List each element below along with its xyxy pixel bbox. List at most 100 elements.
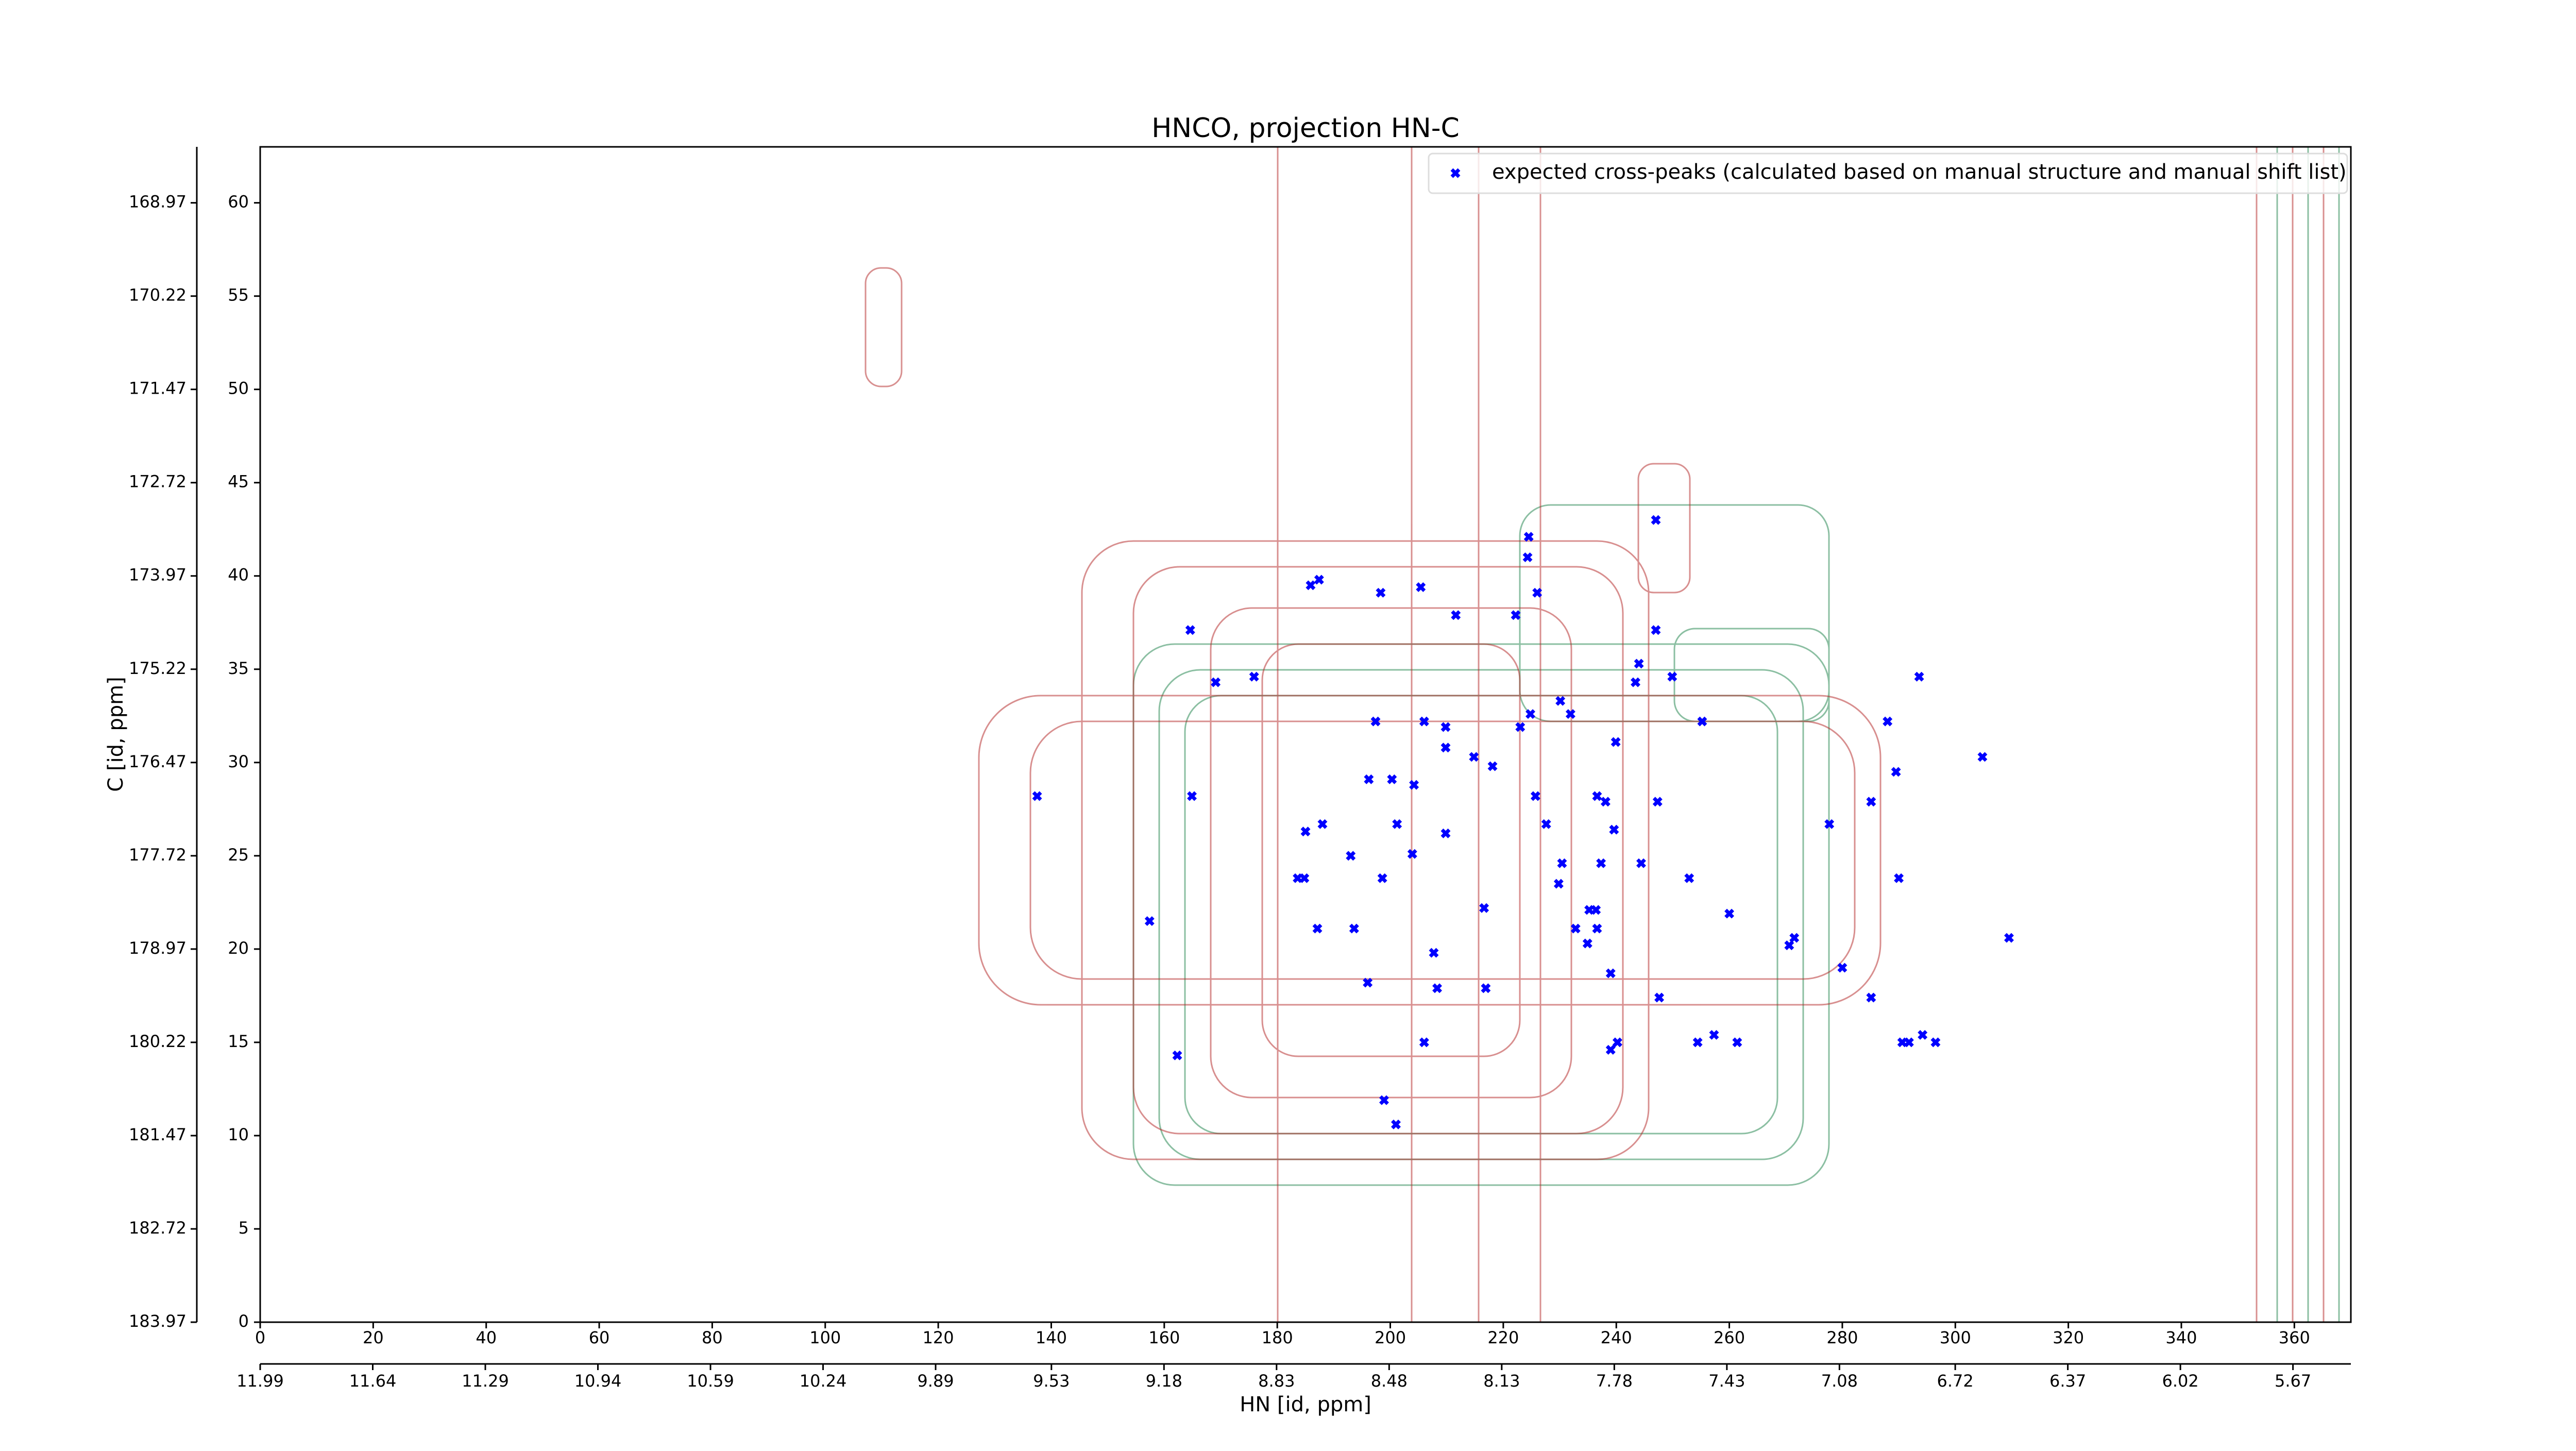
cross-peak — [1416, 582, 1426, 592]
x2-tick-label: 8.13 — [1483, 1371, 1520, 1391]
x-tick-label: 120 — [923, 1328, 954, 1347]
cross-peak — [1487, 761, 1498, 771]
y2-tick-label: 170.22 — [129, 285, 187, 305]
cross-peak — [1314, 575, 1324, 585]
cross-peak — [1692, 1037, 1703, 1048]
cross-peak — [1346, 851, 1356, 861]
x-tick-label: 340 — [2165, 1328, 2197, 1347]
legend-marker — [1450, 168, 1461, 178]
y2-tick-label: 168.97 — [129, 192, 187, 212]
chart-title: HNCO, projection HN-C — [1151, 113, 1460, 144]
cross-peak — [1557, 858, 1567, 868]
cross-peak — [1553, 879, 1564, 889]
cross-peak — [1684, 873, 1694, 883]
cross-peak — [1376, 587, 1386, 598]
cross-peak — [1370, 716, 1381, 727]
cross-peak — [1824, 819, 1835, 829]
cross-peak — [1541, 819, 1551, 829]
y-tick-label: 20 — [228, 938, 249, 958]
cross-peak — [1582, 938, 1592, 949]
cross-peak — [1904, 1037, 1914, 1048]
x-tick-label: 60 — [589, 1328, 610, 1347]
cross-peak — [1144, 916, 1155, 926]
x-tick-label: 140 — [1036, 1328, 1067, 1347]
y2-tick-label: 177.72 — [129, 845, 187, 865]
y2-tick-label: 175.22 — [129, 659, 187, 678]
cross-peak — [1930, 1037, 1941, 1048]
cross-peak — [1532, 587, 1543, 598]
cross-peak — [1652, 797, 1663, 807]
cross-peak — [1363, 977, 1373, 988]
cross-peak — [1440, 743, 1451, 753]
x-tick-label: 0 — [255, 1328, 265, 1347]
cross-peak — [1651, 625, 1661, 635]
x2-tick-label: 6.02 — [2162, 1371, 2198, 1391]
x-tick-label: 180 — [1262, 1328, 1293, 1347]
x-tick-label: 320 — [2053, 1328, 2084, 1347]
cross-peak — [1784, 940, 1794, 951]
cross-peak — [1300, 826, 1311, 837]
cross-peak — [1592, 923, 1602, 934]
x2-tick-label: 9.18 — [1146, 1371, 1182, 1391]
cross-peak — [1185, 625, 1195, 635]
cross-peak — [1469, 752, 1479, 762]
x2-tick-label: 11.29 — [462, 1371, 509, 1391]
y2-tick-label: 171.47 — [129, 379, 187, 398]
cross-peak — [1667, 671, 1677, 682]
cross-peak — [1515, 722, 1526, 732]
x-tick-label: 200 — [1375, 1328, 1406, 1347]
x2-tick-label: 11.99 — [236, 1371, 284, 1391]
x-tick-label: 80 — [702, 1328, 723, 1347]
cross-peak — [1407, 849, 1417, 859]
y2-tick-label: 173.97 — [129, 565, 187, 585]
x-tick-label: 100 — [809, 1328, 841, 1347]
cross-peak — [1709, 1030, 1719, 1040]
y-tick-label: 10 — [228, 1125, 249, 1144]
cross-peak — [1732, 1037, 1742, 1048]
y2-tick-label: 176.47 — [129, 752, 187, 771]
x-tick-label: 280 — [1826, 1328, 1858, 1347]
y-tick-label: 55 — [228, 285, 249, 305]
cross-peak — [1349, 923, 1359, 934]
cross-peak — [1440, 828, 1451, 838]
x-tick-label: 20 — [363, 1328, 384, 1347]
x2-tick-label: 11.64 — [349, 1371, 397, 1391]
x2-tick-label: 10.24 — [800, 1371, 847, 1391]
cross-peak — [1419, 1037, 1429, 1048]
cross-peak — [1526, 709, 1535, 719]
y-tick-label: 30 — [228, 752, 249, 771]
y-tick-label: 50 — [228, 379, 249, 398]
cross-peak — [1605, 968, 1616, 978]
x-axis-label: HN [id, ppm] — [1240, 1393, 1371, 1416]
cross-peak — [1481, 983, 1491, 993]
cross-peak — [1570, 923, 1581, 934]
points — [1032, 515, 2014, 1129]
cross-peak — [1609, 824, 1619, 835]
cross-peak — [1379, 1095, 1389, 1105]
cross-peak — [1317, 819, 1328, 829]
cross-peak — [1429, 948, 1439, 958]
cross-peak — [1591, 905, 1601, 915]
y-axis-label: C [id, ppm] — [104, 677, 128, 792]
cross-peak — [2004, 933, 2014, 943]
cross-peak — [1387, 774, 1397, 784]
cross-peak — [1596, 858, 1606, 868]
y-tick-label: 60 — [228, 192, 249, 212]
cross-peak — [1837, 963, 1848, 973]
cross-peak — [1419, 716, 1429, 727]
x-tick-label: 40 — [476, 1328, 497, 1347]
cross-peak — [1032, 791, 1042, 801]
x-tick-label: 300 — [1940, 1328, 1971, 1347]
cross-peak — [1440, 722, 1451, 732]
x-tick-label: 360 — [2279, 1328, 2310, 1347]
x2-tick-label: 8.48 — [1371, 1371, 1408, 1391]
x2-tick-label: 9.89 — [917, 1371, 954, 1391]
y2-tick-label: 182.72 — [129, 1218, 187, 1238]
cross-peak — [1636, 858, 1646, 868]
cross-peak — [1651, 515, 1661, 525]
cross-peak — [1866, 992, 1876, 1003]
x2-tick-label: 7.78 — [1596, 1371, 1633, 1391]
cross-peak — [1522, 552, 1533, 563]
cross-peak — [1789, 933, 1800, 943]
